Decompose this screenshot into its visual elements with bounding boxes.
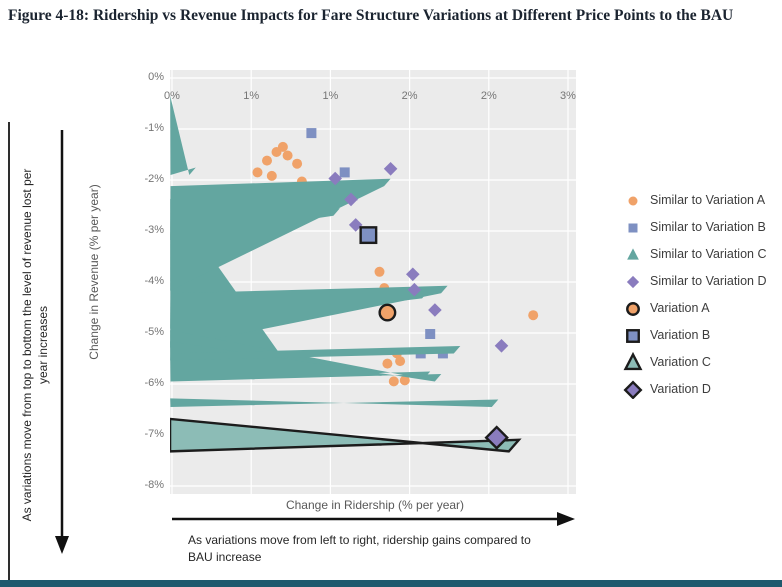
left-border-rule bbox=[8, 122, 10, 587]
figure-area: As variations move from top to bottom th… bbox=[0, 60, 782, 587]
legend-marker-icon bbox=[628, 223, 638, 233]
legend-label: Similar to Variation B bbox=[650, 220, 766, 234]
legend-item: Similar to Variation D bbox=[622, 271, 766, 291]
y-tick-label: -5% bbox=[144, 326, 164, 338]
y-tick-label: -2% bbox=[144, 173, 164, 185]
x-axis-label: Change in Ridership (% per year) bbox=[285, 498, 465, 512]
legend-label: Variation D bbox=[650, 382, 711, 396]
legend-marker-icon bbox=[626, 302, 640, 316]
legend-item: Similar to Variation A bbox=[622, 190, 766, 210]
legend-marker-icon bbox=[626, 329, 640, 343]
legend-item: Similar to Variation C bbox=[622, 244, 766, 264]
legend-marker-icon bbox=[623, 380, 643, 399]
x-tick-label: 1% bbox=[243, 90, 260, 102]
legend-label: Variation B bbox=[650, 328, 711, 342]
y-tick-label: -8% bbox=[144, 479, 164, 491]
bottom-accent-bar bbox=[0, 580, 782, 587]
figure-title: Figure 4-18: Ridership vs Revenue Impact… bbox=[8, 7, 734, 24]
legend-label: Similar to Variation A bbox=[650, 193, 766, 207]
legend-label: Similar to Variation C bbox=[650, 247, 767, 261]
legend-label: Variation C bbox=[650, 355, 711, 369]
bottom-annotation: As variations move from left to right, r… bbox=[188, 533, 531, 564]
down-arrow-icon bbox=[55, 130, 69, 554]
x-tick-label: 2% bbox=[401, 90, 418, 102]
y-tick-label: 0% bbox=[148, 71, 164, 83]
legend-marker-icon bbox=[628, 196, 638, 206]
plot-canvas bbox=[168, 70, 576, 494]
legend-item: Variation B bbox=[622, 325, 766, 345]
y-tick-label: -3% bbox=[144, 224, 164, 236]
scatter-plot bbox=[168, 70, 576, 494]
legend-label: Variation A bbox=[650, 301, 710, 315]
left-annotation: As variations move from top to bottom th… bbox=[20, 168, 51, 522]
x-tick-label: 1% bbox=[322, 90, 339, 102]
y-tick-label: -7% bbox=[144, 428, 164, 440]
x-tick-label: 2% bbox=[480, 90, 497, 102]
legend-marker-icon bbox=[626, 275, 640, 289]
legend-item: Variation C bbox=[622, 352, 766, 372]
y-tick-label: -1% bbox=[144, 122, 164, 134]
y-tick-label: -4% bbox=[144, 275, 164, 287]
right-arrow-icon bbox=[172, 512, 575, 526]
x-tick-label: 3% bbox=[560, 90, 576, 102]
y-tick-label: -6% bbox=[144, 377, 164, 389]
y-axis-label: Change in Revenue (% per year) bbox=[87, 184, 101, 360]
legend-label: Similar to Variation D bbox=[650, 274, 767, 288]
legend-marker-icon bbox=[623, 352, 643, 371]
legend-item: Similar to Variation B bbox=[622, 217, 766, 237]
legend-item: Variation D bbox=[622, 379, 766, 399]
legend-item: Variation A bbox=[622, 298, 766, 318]
legend-marker-icon bbox=[627, 248, 639, 260]
legend: Similar to Variation A Similar to Variati… bbox=[622, 190, 766, 406]
x-tick-label: 0% bbox=[164, 90, 180, 102]
